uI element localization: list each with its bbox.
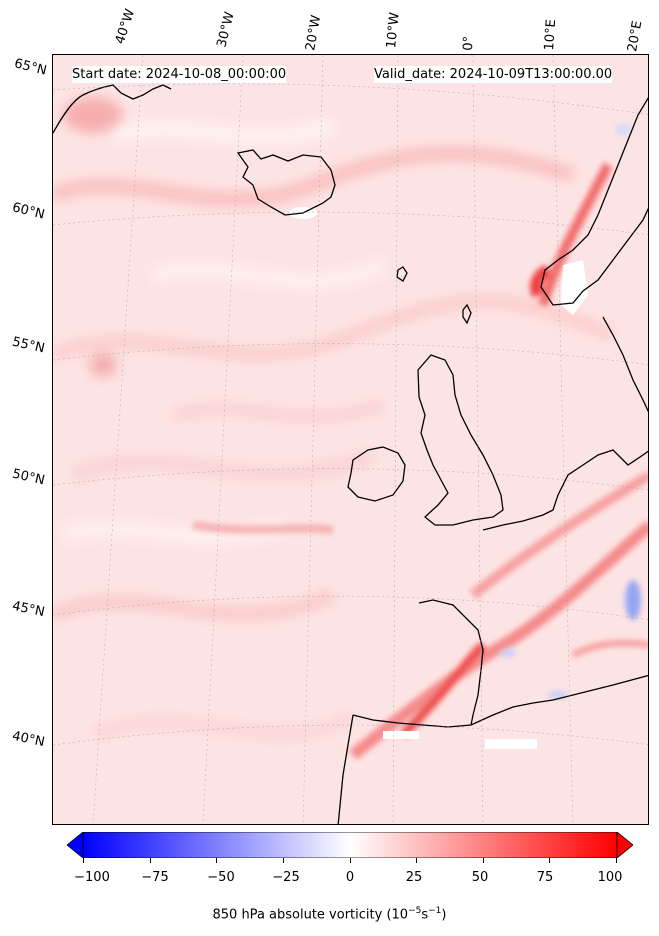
cb-tickmark <box>283 858 284 863</box>
colorbar-gradient <box>82 831 618 859</box>
baltic-coast <box>602 316 648 413</box>
lat-label-40n: 40°N <box>10 728 46 751</box>
lat-label-55n: 55°N <box>10 334 47 357</box>
cb-tick-label: 50 <box>471 870 489 885</box>
cb-tickmark <box>150 858 151 863</box>
map-canvas <box>53 55 648 824</box>
vorticity-bands <box>192 162 648 760</box>
colorbar-extend-max <box>616 831 634 859</box>
cb-tick-label: −25 <box>272 870 300 885</box>
cb-tickmark <box>483 858 484 863</box>
cb-tick-label: 100 <box>597 870 623 885</box>
faroe-islands <box>396 266 408 282</box>
cb-tick-label: 0 <box>345 870 355 885</box>
continent-coast <box>482 449 648 531</box>
shetland-islands <box>462 303 472 325</box>
cb-label-mid: s <box>421 907 429 923</box>
colorbar-label: 850 hPa absolute vorticity (10−5s−1) <box>0 906 659 922</box>
lon-label-10w: 10°W <box>384 11 403 50</box>
lon-label-0: 0° <box>461 35 477 51</box>
negative-vorticity-patches <box>500 124 641 699</box>
cb-tick-label: −75 <box>141 870 169 885</box>
cb-tick-label: 25 <box>405 870 423 885</box>
cb-tickmark <box>616 858 617 863</box>
vorticity-map <box>52 54 649 825</box>
lat-label-60n: 60°N <box>10 200 47 223</box>
ireland-coast <box>347 446 406 502</box>
lat-label-65n: 65°N <box>12 56 49 79</box>
cb-label-end: ) <box>441 907 447 923</box>
start-date-label: Start date: 2024-10-08_00:00:00 <box>72 66 287 83</box>
cb-tickmark <box>216 858 217 863</box>
colorbar-extend-min <box>66 831 84 859</box>
cb-tickmark <box>350 858 351 863</box>
lat-label-50n: 50°N <box>10 466 47 489</box>
lon-label-40w: 40°W <box>112 7 139 46</box>
lon-label-20e: 20°E <box>625 19 646 54</box>
graticule <box>53 55 648 824</box>
great-britain-coast <box>417 354 504 526</box>
colorbar <box>66 831 634 859</box>
iceland-coast <box>236 149 336 216</box>
greenland-coast <box>53 84 172 134</box>
vorticity-texture <box>53 97 616 741</box>
cb-tickmark <box>549 858 550 863</box>
cb-tick-label: −50 <box>207 870 235 885</box>
cb-tick-label: −100 <box>74 870 110 885</box>
iberia-coast <box>352 674 648 728</box>
colorbar-svg <box>66 831 634 859</box>
cb-label-exp2: −1 <box>428 906 442 916</box>
coastlines <box>53 84 648 824</box>
iberia-west-coast <box>337 714 354 824</box>
scandinavia-coast <box>540 97 648 306</box>
cb-label-main: 850 hPa absolute vorticity (10 <box>212 907 409 923</box>
lon-label-10e: 10°E <box>542 18 560 51</box>
valid-date-label: Valid_date: 2024-10-09T13:00:00.00 <box>374 66 613 83</box>
lon-label-30w: 30°W <box>214 10 238 49</box>
cb-tick-label: 75 <box>536 870 554 885</box>
cb-tickmark <box>416 858 417 863</box>
cb-label-exp1: −5 <box>408 906 422 916</box>
cb-tickmark <box>83 858 84 863</box>
lat-label-45n: 45°N <box>10 598 46 621</box>
lon-label-20w: 20°W <box>303 14 325 53</box>
